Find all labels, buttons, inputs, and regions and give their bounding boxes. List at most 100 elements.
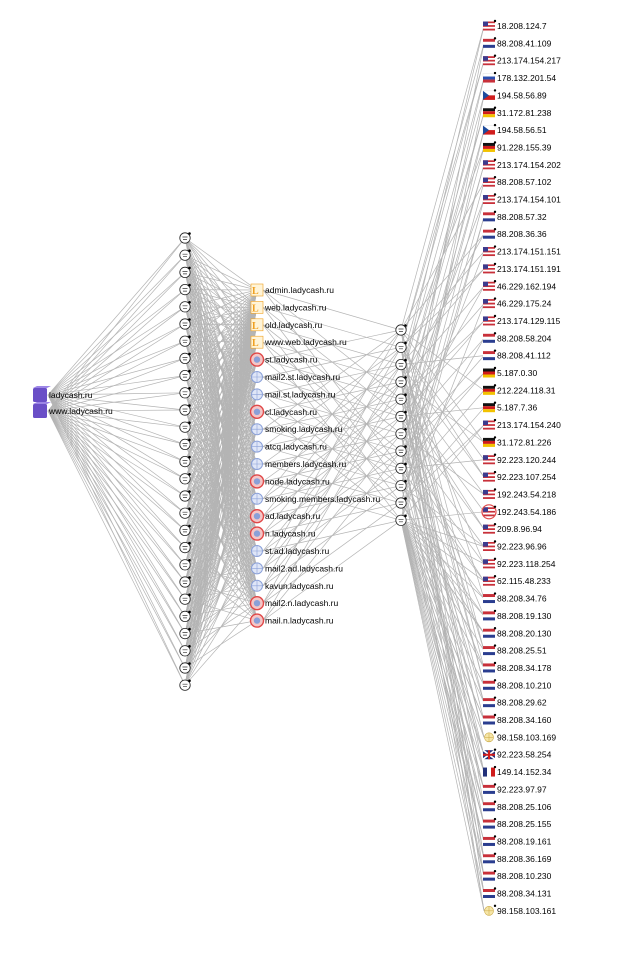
trace-node[interactable] xyxy=(179,610,191,623)
host-node[interactable]: st.ladycash.ru xyxy=(249,352,318,367)
trace-node[interactable] xyxy=(395,428,407,440)
trace-node[interactable] xyxy=(179,593,191,605)
host-node[interactable]: mail2.n.ladycash.ru xyxy=(249,596,339,611)
trace-node[interactable] xyxy=(395,410,407,423)
ip-node[interactable]: 98.158.103.161 xyxy=(484,904,557,916)
ip-node[interactable]: 92.223.120.244 xyxy=(483,453,556,465)
trace-node[interactable] xyxy=(179,662,191,674)
trace-node[interactable] xyxy=(395,376,407,388)
ip-node[interactable]: 212.224.118.31 xyxy=(483,384,556,395)
ip-node[interactable]: 88.208.58.204 xyxy=(483,332,552,343)
host-node[interactable]: node.ladycash.ru xyxy=(249,474,331,489)
host-node[interactable]: kavun.ladycash.ru xyxy=(251,579,334,592)
host-node[interactable]: n.ladycash.ru xyxy=(249,526,316,541)
ip-node[interactable]: 88.208.19.130 xyxy=(483,609,552,621)
trace-node[interactable] xyxy=(179,404,191,416)
ip-node[interactable]: 5.187.0.30 xyxy=(483,366,537,378)
trace-node[interactable] xyxy=(395,358,407,371)
trace-node[interactable] xyxy=(179,559,191,571)
trace-node[interactable] xyxy=(395,514,407,526)
host-node[interactable]: smoking.members.ladycash.ru xyxy=(251,492,381,505)
trace-node[interactable] xyxy=(179,438,191,450)
trace-node[interactable] xyxy=(179,352,191,364)
ip-node[interactable]: 88.208.19.161 xyxy=(483,835,552,846)
host-node[interactable]: cl.ladycash.ru xyxy=(249,404,318,419)
host-node[interactable]: smoking.ladycash.ru xyxy=(251,423,343,436)
trace-node[interactable] xyxy=(179,301,191,313)
trace-node[interactable] xyxy=(179,232,191,244)
ip-node[interactable]: 31.172.81.226 xyxy=(483,436,552,447)
ip-node[interactable]: 88.208.29.62 xyxy=(483,696,547,708)
ip-node[interactable]: 92.223.96.96 xyxy=(483,540,547,552)
trace-node[interactable] xyxy=(179,524,191,537)
ip-node[interactable]: 213.174.151.151 xyxy=(483,245,561,257)
ip-node[interactable]: 88.208.10.210 xyxy=(483,679,552,690)
ip-node[interactable]: 88.208.34.131 xyxy=(483,887,552,899)
ip-node[interactable]: 46.229.162.194 xyxy=(483,280,556,291)
trace-node[interactable] xyxy=(179,455,191,468)
trace-node[interactable] xyxy=(179,541,191,554)
ip-node[interactable]: 88.208.10.230 xyxy=(483,869,552,881)
host-node[interactable]: st.ad.ladycash.ru xyxy=(251,545,330,557)
host-node[interactable]: ad.ladycash.ru xyxy=(249,509,321,524)
ip-node[interactable]: 88.208.41.112 xyxy=(483,349,551,361)
trace-node[interactable] xyxy=(179,645,191,657)
ip-node[interactable]: 88.208.25.106 xyxy=(483,800,552,812)
trace-node[interactable] xyxy=(395,479,407,492)
trace-node[interactable] xyxy=(179,490,191,502)
ip-node[interactable]: 192.243.54.218 xyxy=(483,488,556,499)
ip-node[interactable]: 18.208.124.7 xyxy=(483,19,547,31)
ip-node[interactable]: 88.208.36.36 xyxy=(483,228,547,239)
ip-node[interactable]: 213.174.154.101 xyxy=(483,193,561,205)
trace-node[interactable] xyxy=(395,462,407,474)
ip-node[interactable]: 62.115.48.233 xyxy=(483,575,551,586)
ip-node[interactable]: 178.132.201.54 xyxy=(482,71,556,83)
trace-node[interactable] xyxy=(179,387,191,399)
ip-node[interactable]: 88.208.34.178 xyxy=(483,661,552,673)
trace-node[interactable] xyxy=(179,266,191,278)
ip-node[interactable]: 209.8.96.94 xyxy=(483,522,542,534)
trace-node[interactable] xyxy=(179,507,191,519)
trace-node[interactable] xyxy=(395,324,407,336)
trace-node[interactable] xyxy=(179,421,191,433)
trace-node[interactable] xyxy=(179,627,191,640)
ip-node[interactable]: 213.174.151.191 xyxy=(483,262,561,274)
ip-node[interactable]: 88.208.36.169 xyxy=(483,852,552,864)
host-node[interactable]: mail2.ad.ladycash.ru xyxy=(251,562,344,575)
trace-node[interactable] xyxy=(179,679,191,691)
ip-node[interactable]: 92.223.97.97 xyxy=(483,783,547,794)
trace-node[interactable] xyxy=(179,369,191,382)
domain-node[interactable]: ladycash.ru xyxy=(33,386,93,402)
trace-node[interactable] xyxy=(179,283,191,296)
host-node[interactable]: mail2.st.ladycash.ru xyxy=(251,371,341,383)
ip-node[interactable]: 92.223.107.254 xyxy=(483,470,556,482)
trace-node[interactable] xyxy=(179,318,191,330)
ip-node[interactable]: 5.187.7.36 xyxy=(483,401,537,413)
ip-node[interactable]: 88.208.25.155 xyxy=(483,817,552,829)
trace-node[interactable] xyxy=(395,393,407,405)
host-node[interactable]: mail.st.ladycash.ru xyxy=(251,388,336,401)
ip-node[interactable]: 213.174.154.217 xyxy=(483,54,561,66)
ip-node[interactable]: 88.208.41.109 xyxy=(483,37,552,48)
ip-node[interactable]: 91.228.155.39 xyxy=(483,141,552,152)
trace-node[interactable] xyxy=(179,335,191,347)
host-node[interactable]: members.ladycash.ru xyxy=(251,458,347,470)
ip-node[interactable]: 92.223.58.254 xyxy=(482,748,552,760)
ip-node[interactable]: 192.243.54.186 xyxy=(481,504,556,520)
ip-node[interactable]: 88.208.57.32 xyxy=(483,210,547,222)
trace-node[interactable] xyxy=(179,473,191,485)
ip-node[interactable]: 88.208.34.76 xyxy=(483,592,547,604)
ip-node[interactable]: 31.172.81.238 xyxy=(483,106,552,118)
domain-node[interactable]: www.ladycash.ru xyxy=(33,402,113,418)
trace-node[interactable] xyxy=(395,445,407,457)
ip-node[interactable]: 92.223.118.254 xyxy=(483,557,556,569)
ip-node[interactable]: 213.174.154.240 xyxy=(483,418,561,430)
ip-node[interactable]: 88.208.25.51 xyxy=(483,644,547,656)
host-node[interactable]: mail.n.ladycash.ru xyxy=(249,613,334,628)
ip-node[interactable]: 194.58.56.89 xyxy=(482,89,547,100)
host-node[interactable]: atcq.ladycash.ru xyxy=(251,440,328,453)
trace-node[interactable] xyxy=(395,497,407,509)
